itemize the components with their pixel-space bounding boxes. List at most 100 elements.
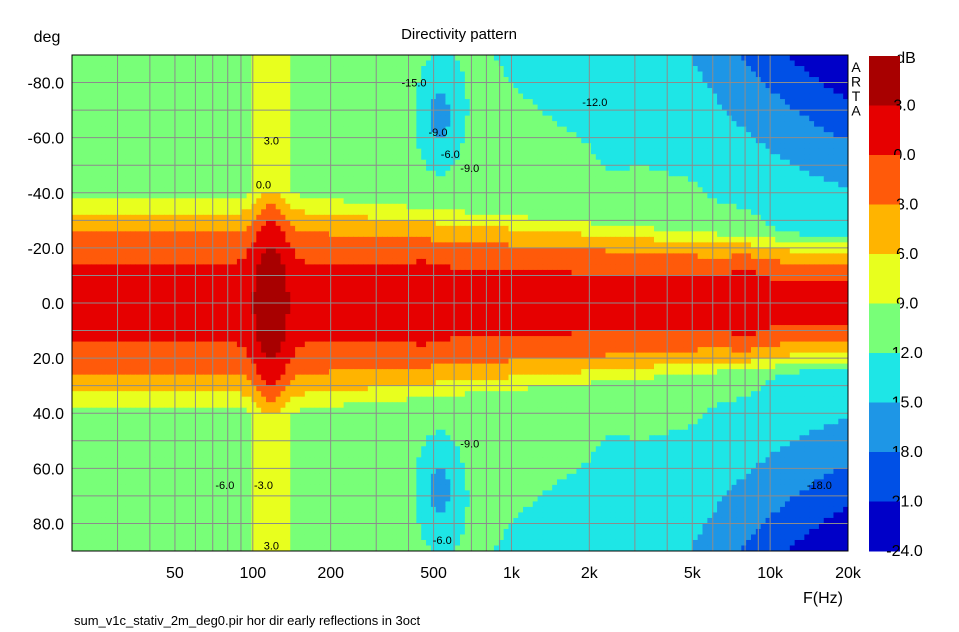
- heatmap-cell: [135, 214, 141, 221]
- heatmap-cell: [649, 93, 655, 100]
- heatmap-cell: [241, 170, 248, 177]
- heatmap-cell: [537, 154, 544, 161]
- heatmap-cell: [571, 198, 577, 205]
- heatmap-cell: [692, 126, 699, 133]
- heatmap-cell: [571, 71, 577, 78]
- heatmap-cell: [314, 132, 320, 139]
- heatmap-cell: [687, 121, 694, 128]
- heatmap-cell: [775, 93, 781, 100]
- heatmap-cell: [721, 60, 728, 67]
- heatmap-cell: [460, 154, 466, 161]
- heatmap-cell: [542, 115, 548, 122]
- heatmap-cell: [406, 126, 413, 133]
- heatmap-cell: [261, 159, 267, 166]
- heatmap-cell: [687, 187, 694, 194]
- heatmap-cell: [450, 214, 456, 221]
- heatmap-cell: [571, 60, 577, 67]
- heatmap-cell: [236, 60, 243, 67]
- heatmap-cell: [343, 132, 350, 139]
- heatmap-cell: [804, 220, 810, 227]
- heatmap-cell: [600, 121, 607, 128]
- heatmap-cell: [251, 181, 257, 188]
- heatmap-cell: [290, 88, 296, 95]
- heatmap-cell: [372, 198, 379, 205]
- heatmap-cell: [624, 60, 631, 67]
- heatmap-cell: [270, 104, 277, 111]
- heatmap-cell: [460, 77, 466, 84]
- heatmap-cell: [266, 88, 272, 95]
- heatmap-cell: [212, 82, 219, 89]
- heatmap-cell: [236, 126, 243, 133]
- heatmap-cell: [760, 104, 767, 111]
- heatmap-cell: [702, 165, 708, 172]
- heatmap-cell: [780, 126, 786, 133]
- heatmap-cell: [479, 126, 485, 133]
- heatmap-cell: [183, 93, 189, 100]
- heatmap-cell: [241, 110, 248, 117]
- heatmap-cell: [290, 132, 296, 139]
- heatmap-cell: [581, 154, 587, 161]
- heatmap-cell: [275, 143, 282, 150]
- heatmap-cell: [154, 66, 160, 73]
- heatmap-cell: [130, 214, 136, 221]
- heatmap-cell: [367, 181, 374, 188]
- heatmap-cell: [426, 192, 432, 199]
- heatmap-cell: [649, 110, 655, 117]
- heatmap-cell: [784, 104, 791, 111]
- heatmap-cell: [717, 187, 723, 194]
- heatmap-cell: [396, 198, 403, 205]
- heatmap-cell: [348, 55, 354, 62]
- heatmap-cell: [838, 198, 844, 205]
- heatmap-cell: [304, 115, 311, 122]
- heatmap-cell: [101, 121, 107, 128]
- heatmap-cell: [828, 209, 835, 216]
- heatmap-cell: [818, 55, 825, 62]
- heatmap-cell: [479, 176, 485, 183]
- heatmap-cell: [222, 143, 228, 150]
- heatmap-cell: [178, 55, 185, 62]
- heatmap-cell: [576, 159, 582, 166]
- heatmap-cell: [649, 170, 655, 177]
- heatmap-cell: [678, 198, 684, 205]
- heatmap-cell: [202, 93, 209, 100]
- heatmap-cell: [765, 192, 771, 199]
- heatmap-cell: [246, 88, 253, 95]
- heatmap-cell: [683, 104, 689, 111]
- heatmap-cell: [581, 132, 587, 139]
- heatmap-cell: [518, 170, 524, 177]
- heatmap-cell: [256, 187, 262, 194]
- heatmap-cell: [222, 154, 228, 161]
- heatmap-cell: [198, 104, 204, 111]
- heatmap-cell: [304, 143, 311, 150]
- heatmap-cell: [552, 143, 558, 150]
- heatmap-cell: [561, 99, 568, 106]
- heatmap-cell: [178, 176, 185, 183]
- heatmap-cell: [295, 181, 301, 188]
- heatmap-cell: [712, 143, 718, 150]
- heatmap-cell: [164, 165, 170, 172]
- heatmap-cell: [101, 170, 107, 177]
- heatmap-cell: [498, 88, 505, 95]
- heatmap-cell: [135, 55, 141, 62]
- heatmap-cell: [411, 165, 417, 172]
- heatmap-cell: [571, 132, 577, 139]
- heatmap-cell: [818, 181, 825, 188]
- heatmap-cell: [173, 60, 180, 67]
- heatmap-cell: [72, 110, 78, 117]
- heatmap-cell: [159, 99, 165, 106]
- heatmap-cell: [542, 214, 548, 221]
- heatmap-cell: [251, 176, 257, 183]
- heatmap-cell: [183, 137, 189, 144]
- heatmap-cell: [780, 181, 786, 188]
- heatmap-cell: [202, 154, 209, 161]
- heatmap-cell: [561, 187, 568, 194]
- heatmap-cell: [474, 99, 480, 106]
- heatmap-cell: [823, 104, 830, 111]
- heatmap-cell: [86, 203, 92, 210]
- heatmap-cell: [212, 192, 219, 199]
- heatmap-cell: [91, 55, 97, 62]
- heatmap-cell: [780, 209, 786, 216]
- heatmap-cell: [353, 187, 359, 194]
- heatmap-cell: [692, 99, 699, 106]
- heatmap-cell: [440, 170, 447, 177]
